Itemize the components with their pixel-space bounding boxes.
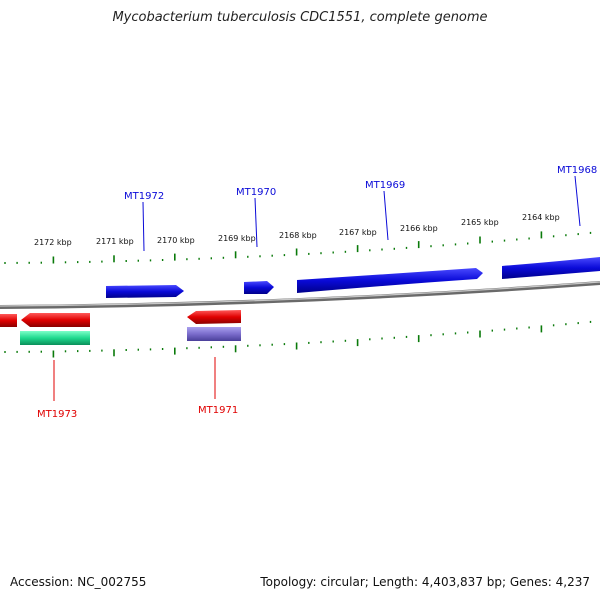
inner-tick-track [4, 320, 592, 358]
page-title: Mycobacterium tuberculosis CDC1551, comp… [112, 10, 488, 25]
gene-arrow-partial[interactable] [0, 314, 17, 327]
genome-summary: Topology: circular; Length: 4,403,837 bp… [260, 575, 590, 589]
tick-label: 2164 kbp [522, 213, 560, 222]
tick-label: 2167 kbp [339, 228, 377, 237]
tick-label: 2172 kbp [34, 238, 72, 247]
genome-backbone [0, 281, 600, 309]
other-feature[interactable] [187, 327, 241, 341]
gene-label-mt1972[interactable]: MT1972 [124, 191, 164, 202]
gene-label-mt1969[interactable]: MT1969 [365, 180, 405, 191]
gene-arrow-mt1969[interactable] [297, 268, 483, 293]
genome-backbone-highlight [0, 281, 600, 307]
leader-line-mt1969 [383, 190, 389, 241]
tick-label: 2171 kbp [96, 237, 134, 246]
gene-arrow-mt1971[interactable] [187, 310, 241, 324]
gene-arrow-mt1972[interactable] [106, 285, 184, 298]
gene-arrow-mt1970[interactable] [244, 281, 274, 294]
rna-feature[interactable] [20, 331, 90, 345]
tick-label: 2166 kbp [400, 224, 438, 233]
gene-arrow-mt1973[interactable] [21, 313, 90, 327]
outer-tick-track [4, 231, 592, 264]
gene-arrow-mt1968[interactable] [502, 257, 600, 279]
gene-label-mt1973[interactable]: MT1973 [37, 409, 77, 420]
leader-line-mt1970 [254, 197, 258, 248]
gene-label-mt1968[interactable]: MT1968 [557, 165, 597, 176]
accession-label: Accession: NC_002755 [10, 575, 147, 589]
gene-label-mt1971[interactable]: MT1971 [198, 405, 238, 416]
leader-line-mt1968 [574, 175, 581, 227]
leader-line-mt1972 [142, 201, 145, 252]
tick-label: 2168 kbp [279, 231, 317, 240]
tick-label: 2165 kbp [461, 218, 499, 227]
tick-label: 2170 kbp [157, 236, 195, 245]
gene-label-mt1970[interactable]: MT1970 [236, 187, 276, 198]
tick-label: 2169 kbp [218, 234, 256, 243]
